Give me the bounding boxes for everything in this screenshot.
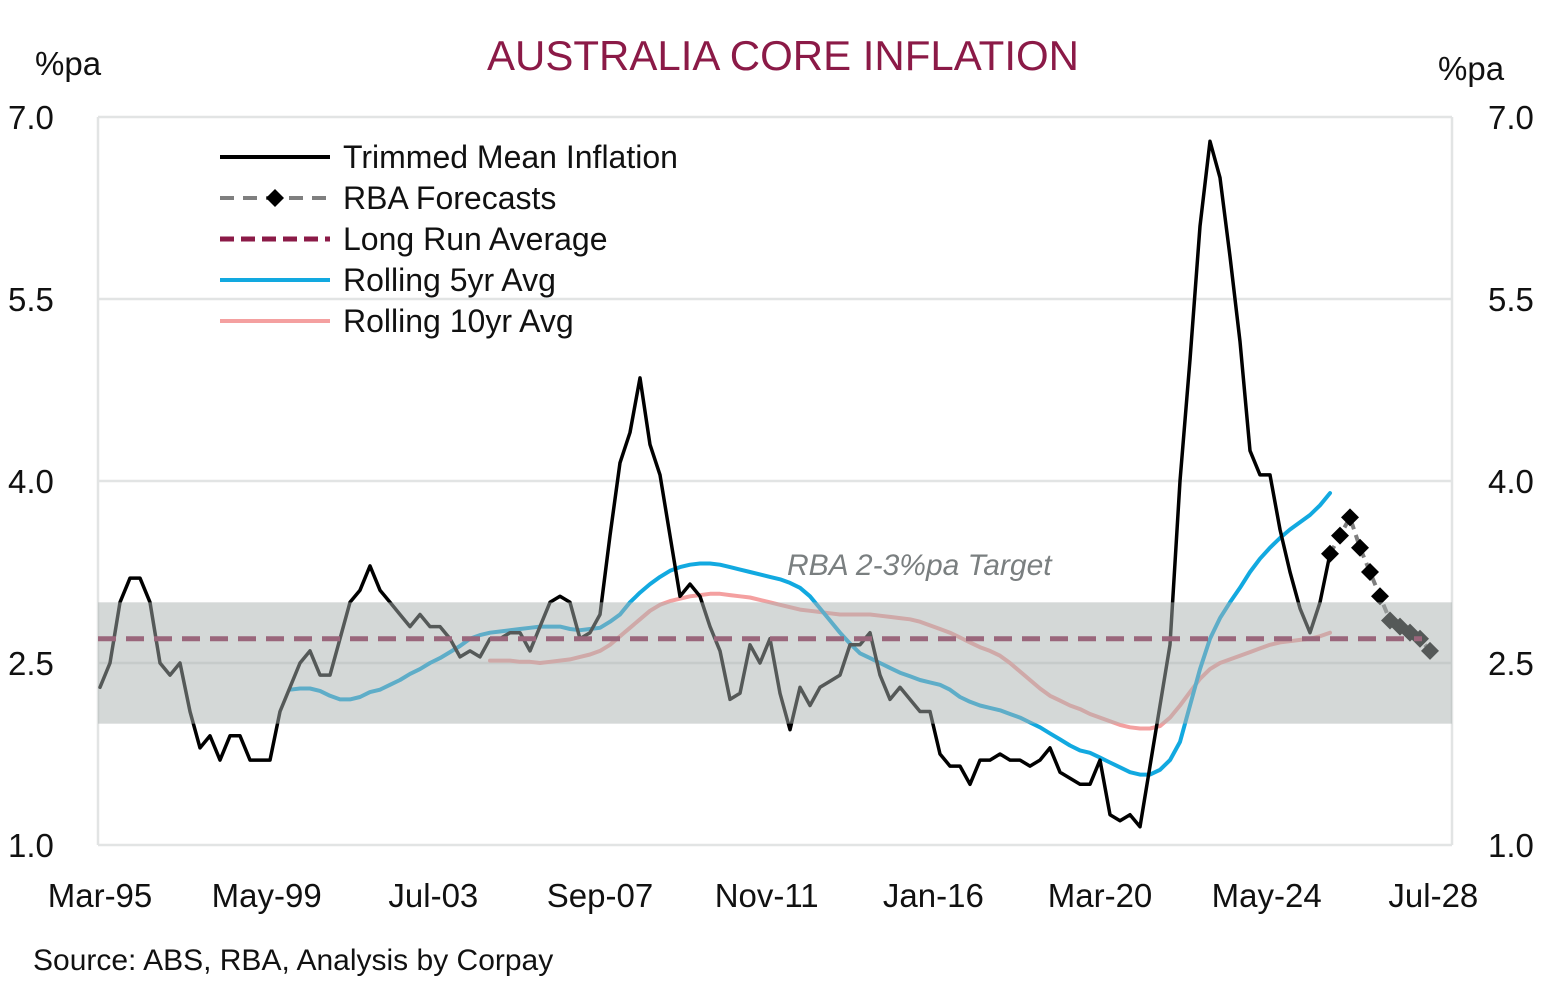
x-tick-label: Nov-11 — [715, 877, 819, 914]
legend-item: Long Run Average — [220, 221, 608, 257]
target-band — [98, 602, 1452, 724]
y-tick-label-right: 1.0 — [1488, 827, 1534, 864]
rba-forecast-marker — [1351, 538, 1369, 557]
legend-label: RBA Forecasts — [343, 180, 556, 216]
trimmed-mean-line — [98, 139, 1332, 829]
rba-forecast-marker — [1331, 526, 1349, 545]
legend-item: RBA Forecasts — [220, 180, 556, 216]
y-tick-label-right: 4.0 — [1488, 463, 1534, 500]
x-tick-labels: Mar-95 May-99 Jul-03 Sep-07 Nov-11 Jan-16 Mar-… — [48, 877, 1479, 914]
y-tick-label-left: 1.0 — [8, 827, 54, 864]
y-axis-label-left: %pa — [35, 45, 102, 82]
legend-label: Trimmed Mean Inflation — [343, 139, 678, 175]
x-tick-label: Jan-16 — [883, 877, 984, 914]
gridlines — [96, 115, 1454, 847]
legend-label: Rolling 10yr Avg — [343, 303, 574, 339]
rba-forecast-marker — [1371, 587, 1389, 606]
legend-diamond-marker — [266, 189, 284, 207]
y-tick-label-right: 5.5 — [1488, 281, 1534, 318]
legend-label: Long Run Average — [343, 221, 608, 257]
y-tick-label-left: 4.0 — [8, 463, 54, 500]
x-tick-label: Mar-20 — [1048, 877, 1153, 914]
legend-item: Rolling 5yr Avg — [220, 262, 556, 298]
legend-item: Trimmed Mean Inflation — [220, 139, 678, 175]
chart-title: AUSTRALIA CORE INFLATION — [487, 32, 1079, 79]
source-note: Source: ABS, RBA, Analysis by Corpay — [33, 944, 553, 977]
y-axis-label-right: %pa — [1438, 50, 1505, 87]
rba-forecast-marker — [1341, 508, 1359, 527]
rba-forecast-marker — [1321, 544, 1339, 563]
x-tick-label: Sep-07 — [547, 877, 653, 914]
rba-forecast-marker — [1361, 563, 1379, 581]
legend: Trimmed Mean Inflation RBA Forecasts Long … — [220, 139, 678, 339]
y-tick-labels: 7.0 7.0 5.5 5.5 4.0 4.0 2.5 2.5 1.0 1.0 — [8, 99, 1534, 864]
y-tick-label-left: 5.5 — [8, 281, 54, 318]
x-tick-label: May-99 — [212, 877, 322, 914]
target-band-rect — [98, 602, 1452, 724]
x-tick-label: May-24 — [1212, 877, 1322, 914]
target-band-label: RBA 2-3%pa Target — [787, 549, 1053, 582]
legend-label: Rolling 5yr Avg — [343, 262, 556, 298]
x-tick-label: Mar-95 — [48, 877, 153, 914]
y-tick-label-left: 7.0 — [8, 99, 54, 136]
x-tick-label: Jul-28 — [1388, 877, 1478, 914]
y-tick-label-right: 2.5 — [1488, 645, 1534, 682]
y-tick-label-left: 2.5 — [8, 645, 54, 682]
y-tick-label-right: 7.0 — [1488, 99, 1534, 136]
series-lines — [98, 139, 1439, 829]
legend-item: Rolling 10yr Avg — [220, 303, 574, 339]
x-tick-label: Jul-03 — [388, 877, 478, 914]
